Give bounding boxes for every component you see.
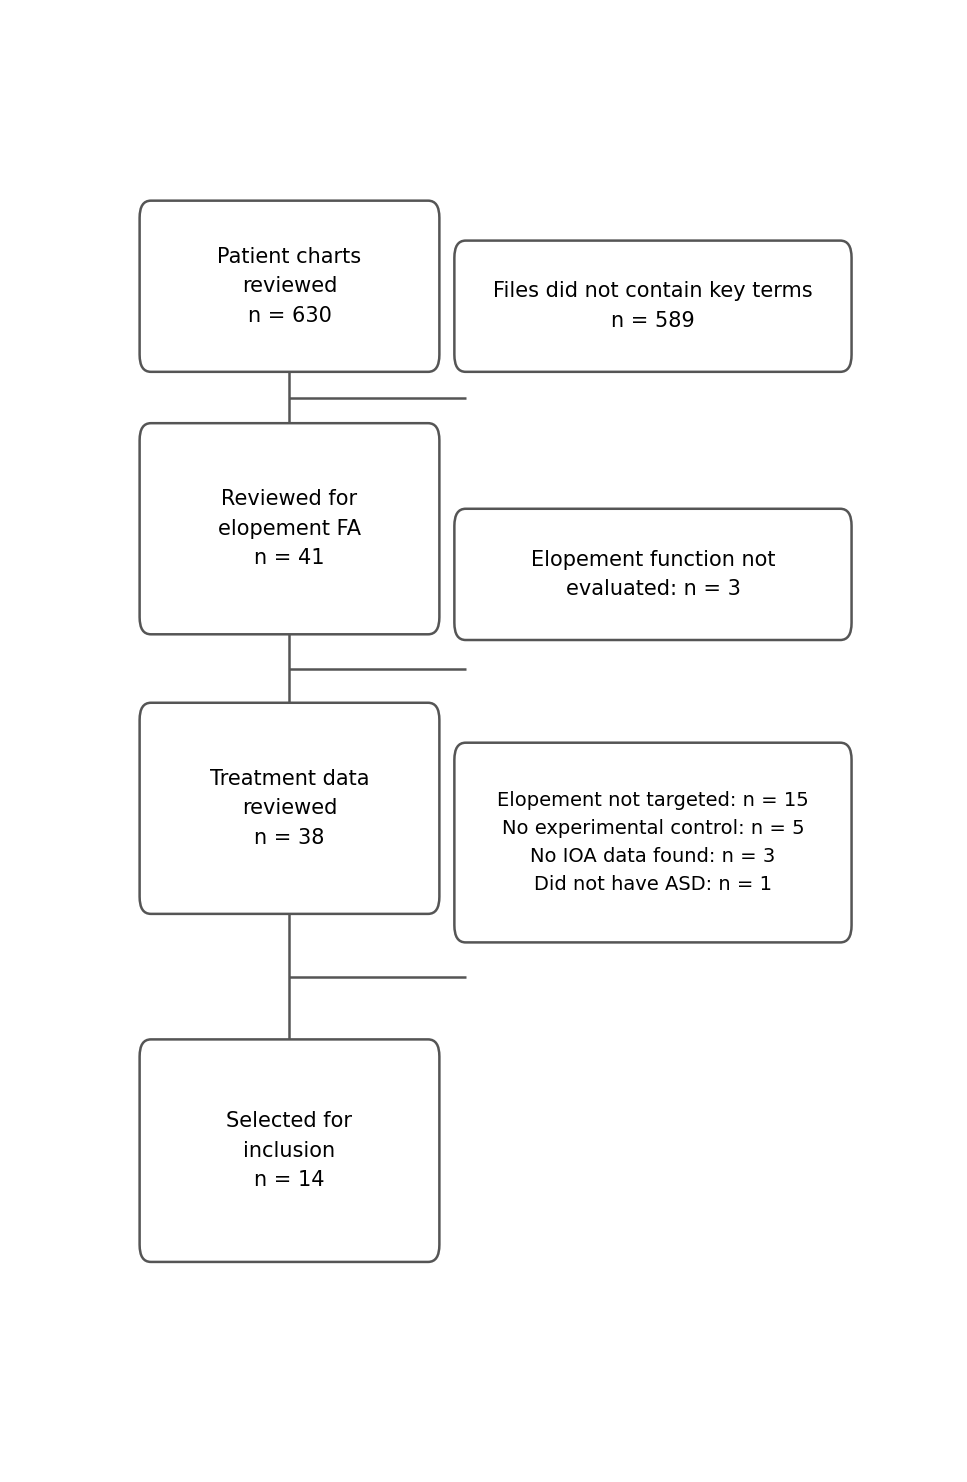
- FancyBboxPatch shape: [454, 742, 852, 943]
- FancyBboxPatch shape: [454, 508, 852, 640]
- FancyBboxPatch shape: [139, 702, 439, 914]
- Text: Files did not contain key terms
n = 589: Files did not contain key terms n = 589: [493, 282, 813, 330]
- FancyBboxPatch shape: [139, 200, 439, 372]
- Text: Patient charts
reviewed
n = 630: Patient charts reviewed n = 630: [218, 246, 362, 326]
- FancyBboxPatch shape: [139, 424, 439, 634]
- Text: Treatment data
reviewed
n = 38: Treatment data reviewed n = 38: [210, 769, 369, 848]
- Text: Selected for
inclusion
n = 14: Selected for inclusion n = 14: [226, 1112, 353, 1190]
- Text: Reviewed for
elopement FA
n = 41: Reviewed for elopement FA n = 41: [218, 489, 361, 568]
- Text: Elopement not targeted: n = 15
No experimental control: n = 5
No IOA data found:: Elopement not targeted: n = 15 No experi…: [497, 791, 808, 894]
- FancyBboxPatch shape: [139, 1039, 439, 1263]
- Text: Elopement function not
evaluated: n = 3: Elopement function not evaluated: n = 3: [531, 550, 776, 599]
- FancyBboxPatch shape: [454, 240, 852, 372]
